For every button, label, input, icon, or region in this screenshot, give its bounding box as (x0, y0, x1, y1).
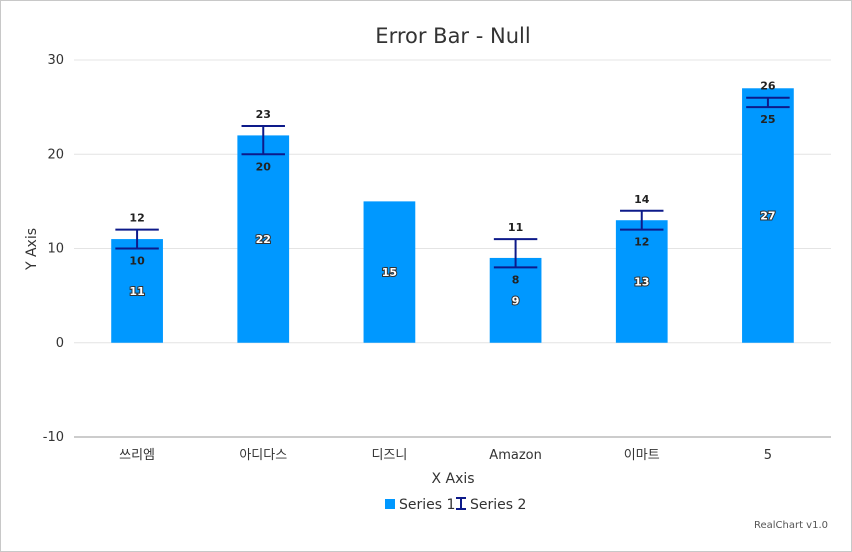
error-bar (620, 209, 664, 231)
credits-text: RealChart v1.0 (754, 520, 828, 531)
bar (237, 135, 290, 343)
error-bar (115, 228, 159, 250)
bar (742, 88, 794, 343)
bar-value-label: 22 (256, 233, 271, 246)
bar-value-label: 27 (760, 210, 775, 223)
error-high-label: 11 (508, 221, 523, 234)
error-high-label: 23 (256, 108, 271, 121)
x-tick-labels: 쓰리엠 아디다스 디즈니 Amazon 이마트 5 (119, 448, 772, 463)
error-high-label: 12 (129, 212, 144, 225)
error-bar (493, 238, 538, 269)
y-tick-label: 20 (47, 147, 64, 162)
error-bar (746, 96, 790, 109)
error-high-label: 26 (760, 80, 776, 93)
bar-value-label: 13 (634, 275, 649, 288)
error-low-label: 20 (256, 160, 272, 173)
x-tick-label: 쓰리엠 (119, 448, 155, 463)
bar (111, 239, 163, 343)
error-low-label: 8 (512, 273, 520, 286)
y-tick-labels: -10 0 10 20 30 (43, 53, 64, 445)
chart-title: Error Bar - Null (375, 24, 530, 48)
bar-value-label: 15 (382, 266, 397, 279)
error-high-label: 14 (634, 193, 650, 206)
x-tick-label: 5 (764, 448, 772, 463)
y-tick-label: 30 (47, 53, 64, 68)
bar (489, 257, 542, 343)
legend-label-series-2[interactable]: Series 2 (470, 497, 526, 513)
x-tick-label: Amazon (489, 448, 542, 463)
bar-value-label: 11 (129, 285, 144, 298)
error-low-label: 10 (129, 255, 145, 268)
legend-swatch-series-1 (385, 499, 395, 509)
bars (111, 88, 794, 343)
y-tick-label: -10 (43, 430, 64, 445)
bar (615, 220, 668, 343)
y-axis-title: Y Axis (24, 228, 40, 271)
error-low-label: 12 (634, 236, 649, 249)
bar-value-label: 9 (512, 294, 520, 307)
x-axis-title: X Axis (431, 471, 474, 487)
gridlines (74, 59, 831, 438)
bar (363, 201, 416, 343)
legend[interactable]: Series 1 Series 2 (385, 497, 526, 513)
legend-swatch-series-2 (456, 497, 466, 510)
error-bar (241, 124, 285, 156)
error-bars (115, 96, 790, 269)
x-tick-label: 아디다스 (239, 448, 287, 463)
legend-label-series-1[interactable]: Series 1 (399, 497, 455, 513)
data-labels: 11 12 10 22 23 20 15 9 11 8 13 14 12 27 26 25 (128, 80, 776, 309)
y-tick-label: 10 (47, 242, 64, 257)
x-tick-label: 이마트 (624, 448, 660, 463)
y-tick-label: 0 (56, 336, 64, 351)
x-tick-label: 디즈니 (371, 448, 407, 463)
error-low-label: 25 (760, 113, 775, 126)
